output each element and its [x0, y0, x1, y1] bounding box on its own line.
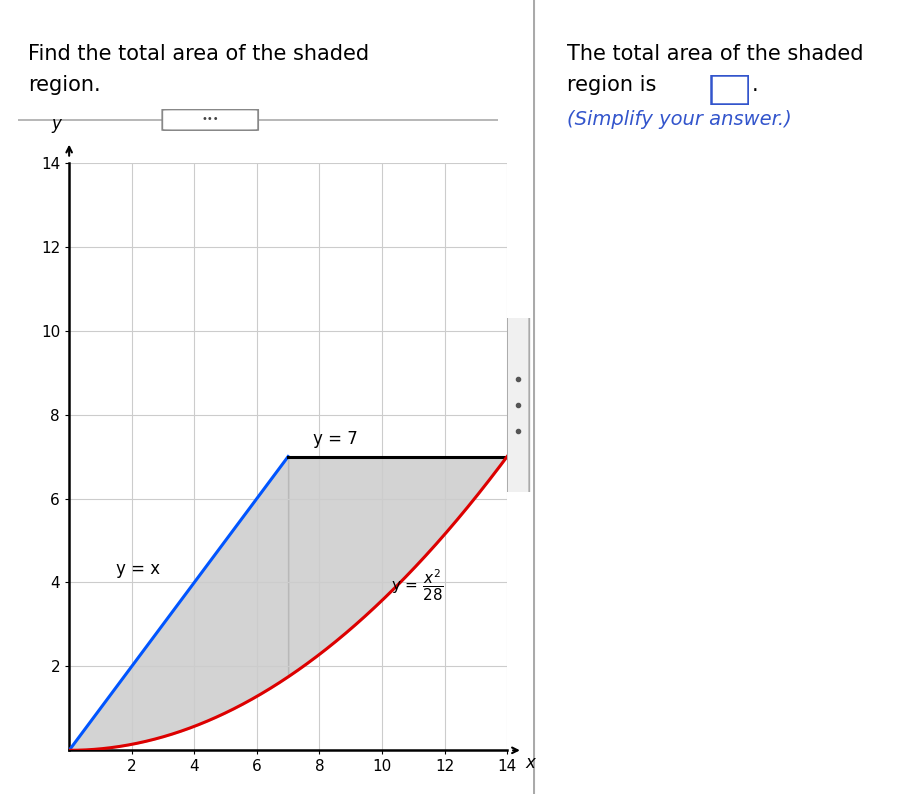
Text: •••: •••	[201, 114, 219, 125]
Text: y = x: y = x	[116, 560, 160, 578]
Text: (Simplify your answer.): (Simplify your answer.)	[567, 110, 792, 129]
Text: region is: region is	[567, 75, 663, 95]
Text: y = 7: y = 7	[313, 430, 358, 448]
Text: y: y	[52, 115, 62, 133]
FancyBboxPatch shape	[162, 110, 258, 130]
FancyBboxPatch shape	[711, 75, 748, 104]
Text: Find the total area of the shaded: Find the total area of the shaded	[28, 44, 369, 64]
Text: The total area of the shaded: The total area of the shaded	[567, 44, 864, 64]
Text: region.: region.	[28, 75, 100, 95]
FancyBboxPatch shape	[507, 303, 529, 507]
Text: y = $\dfrac{x^2}{28}$: y = $\dfrac{x^2}{28}$	[391, 568, 444, 603]
Text: x: x	[526, 754, 536, 772]
Text: .: .	[751, 75, 758, 95]
